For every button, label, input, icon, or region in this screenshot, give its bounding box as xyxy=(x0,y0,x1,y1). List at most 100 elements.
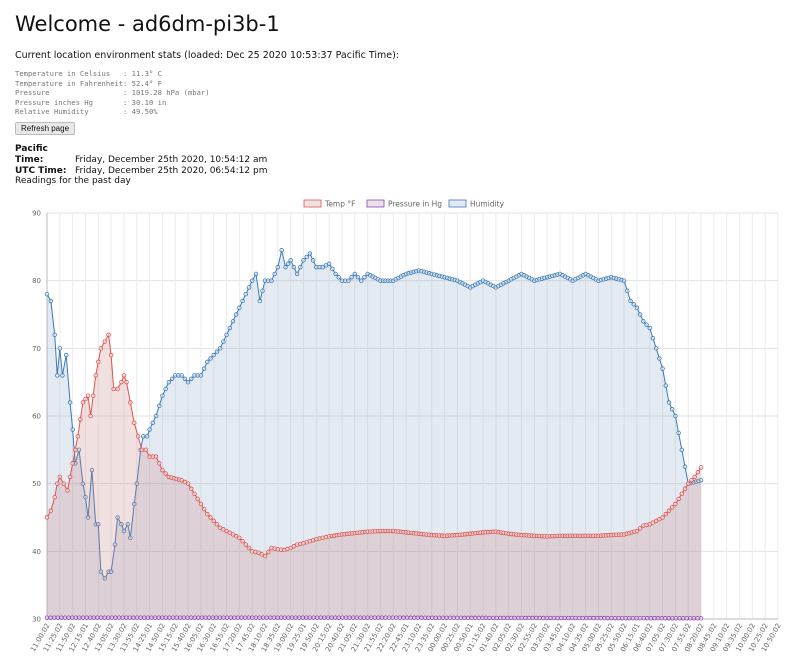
data-point xyxy=(637,615,643,621)
data-point xyxy=(98,346,104,351)
data-point xyxy=(415,615,421,620)
data-point xyxy=(689,478,694,483)
data-point xyxy=(676,496,681,502)
data-point xyxy=(673,616,679,621)
stat-label: Relative Humidity xyxy=(15,107,89,117)
data-point xyxy=(372,615,377,620)
data-point xyxy=(376,615,381,620)
data-point xyxy=(285,261,291,266)
data-point xyxy=(113,615,118,620)
data-point xyxy=(584,615,589,621)
data-point xyxy=(505,615,510,621)
data-point xyxy=(336,615,341,620)
refresh-button[interactable]: Refresh page xyxy=(15,122,76,135)
legend-label: Pressure in Hg xyxy=(388,200,442,209)
data-point xyxy=(199,615,205,620)
stat-value: : 30.10 in xyxy=(123,97,167,107)
data-point xyxy=(124,379,129,385)
data-point xyxy=(394,615,399,620)
data-point xyxy=(140,434,146,439)
data-point xyxy=(108,352,114,358)
data-point xyxy=(498,615,503,621)
data-point xyxy=(652,616,657,621)
data-point xyxy=(379,615,385,620)
data-point xyxy=(580,615,585,621)
data-point xyxy=(573,615,578,621)
data-point xyxy=(189,376,194,381)
data-point xyxy=(333,271,338,277)
data-point xyxy=(98,615,104,620)
data-point xyxy=(91,615,97,620)
data-point xyxy=(228,615,233,620)
data-point xyxy=(98,569,104,574)
data-point xyxy=(119,522,124,527)
data-point xyxy=(166,379,172,385)
data-point xyxy=(641,319,646,324)
data-point xyxy=(132,501,137,507)
data-point xyxy=(131,615,136,620)
data-point xyxy=(272,271,277,277)
data-point xyxy=(555,615,560,621)
data-point xyxy=(627,615,632,621)
data-point xyxy=(214,522,220,527)
data-point xyxy=(494,615,499,621)
data-point xyxy=(630,615,636,621)
data-point xyxy=(135,434,141,439)
data-point xyxy=(174,615,179,620)
data-point xyxy=(55,615,61,620)
stat-value: : 1019.28 hPa (mbar) xyxy=(123,88,210,98)
legend-label: Humidity xyxy=(470,200,505,209)
data-point xyxy=(112,542,118,547)
data-point xyxy=(322,615,327,620)
data-point xyxy=(111,386,116,392)
data-point xyxy=(169,376,175,381)
data-point xyxy=(185,615,190,620)
utc-time-label: UTC Time: xyxy=(15,166,67,176)
y-tick-label: 30 xyxy=(32,616,41,624)
data-point xyxy=(57,346,63,351)
data-point xyxy=(149,615,154,620)
data-point xyxy=(66,615,71,620)
stat-value: : 49.50% xyxy=(123,107,158,117)
data-point xyxy=(85,515,91,520)
data-point xyxy=(655,616,661,621)
data-point xyxy=(519,615,524,621)
data-point xyxy=(397,615,403,620)
data-point xyxy=(296,615,302,620)
data-point xyxy=(211,352,216,358)
data-point xyxy=(437,615,442,620)
data-point xyxy=(682,464,688,469)
data-point xyxy=(95,615,100,620)
data-point xyxy=(221,339,226,344)
data-point xyxy=(185,481,191,486)
data-point xyxy=(634,615,639,621)
data-point xyxy=(89,467,95,473)
data-point xyxy=(240,298,245,304)
data-point xyxy=(147,427,152,432)
data-point xyxy=(201,506,207,512)
data-point xyxy=(160,393,165,398)
data-point xyxy=(666,400,672,405)
utc-time-row: UTC Time: Friday, December 25th 2020, 06:… xyxy=(15,166,267,177)
data-point xyxy=(666,508,672,513)
data-point xyxy=(115,386,120,392)
data-point xyxy=(84,615,89,620)
data-point xyxy=(412,615,417,620)
data-point xyxy=(657,356,662,361)
data-point xyxy=(266,549,271,555)
data-point xyxy=(602,615,607,621)
pacific-time-label: Pacific Time: xyxy=(15,144,48,165)
data-point xyxy=(208,356,213,361)
data-point xyxy=(80,615,86,620)
stat-row: Relative Humidity : 49.50% xyxy=(15,107,210,117)
data-point xyxy=(293,615,298,620)
data-point xyxy=(145,615,151,620)
data-point xyxy=(444,615,449,621)
data-point xyxy=(616,615,621,621)
data-point xyxy=(359,278,364,283)
data-point xyxy=(310,258,316,263)
data-point xyxy=(217,346,223,351)
data-point xyxy=(698,478,704,483)
data-point xyxy=(262,553,268,559)
data-point xyxy=(271,615,277,620)
